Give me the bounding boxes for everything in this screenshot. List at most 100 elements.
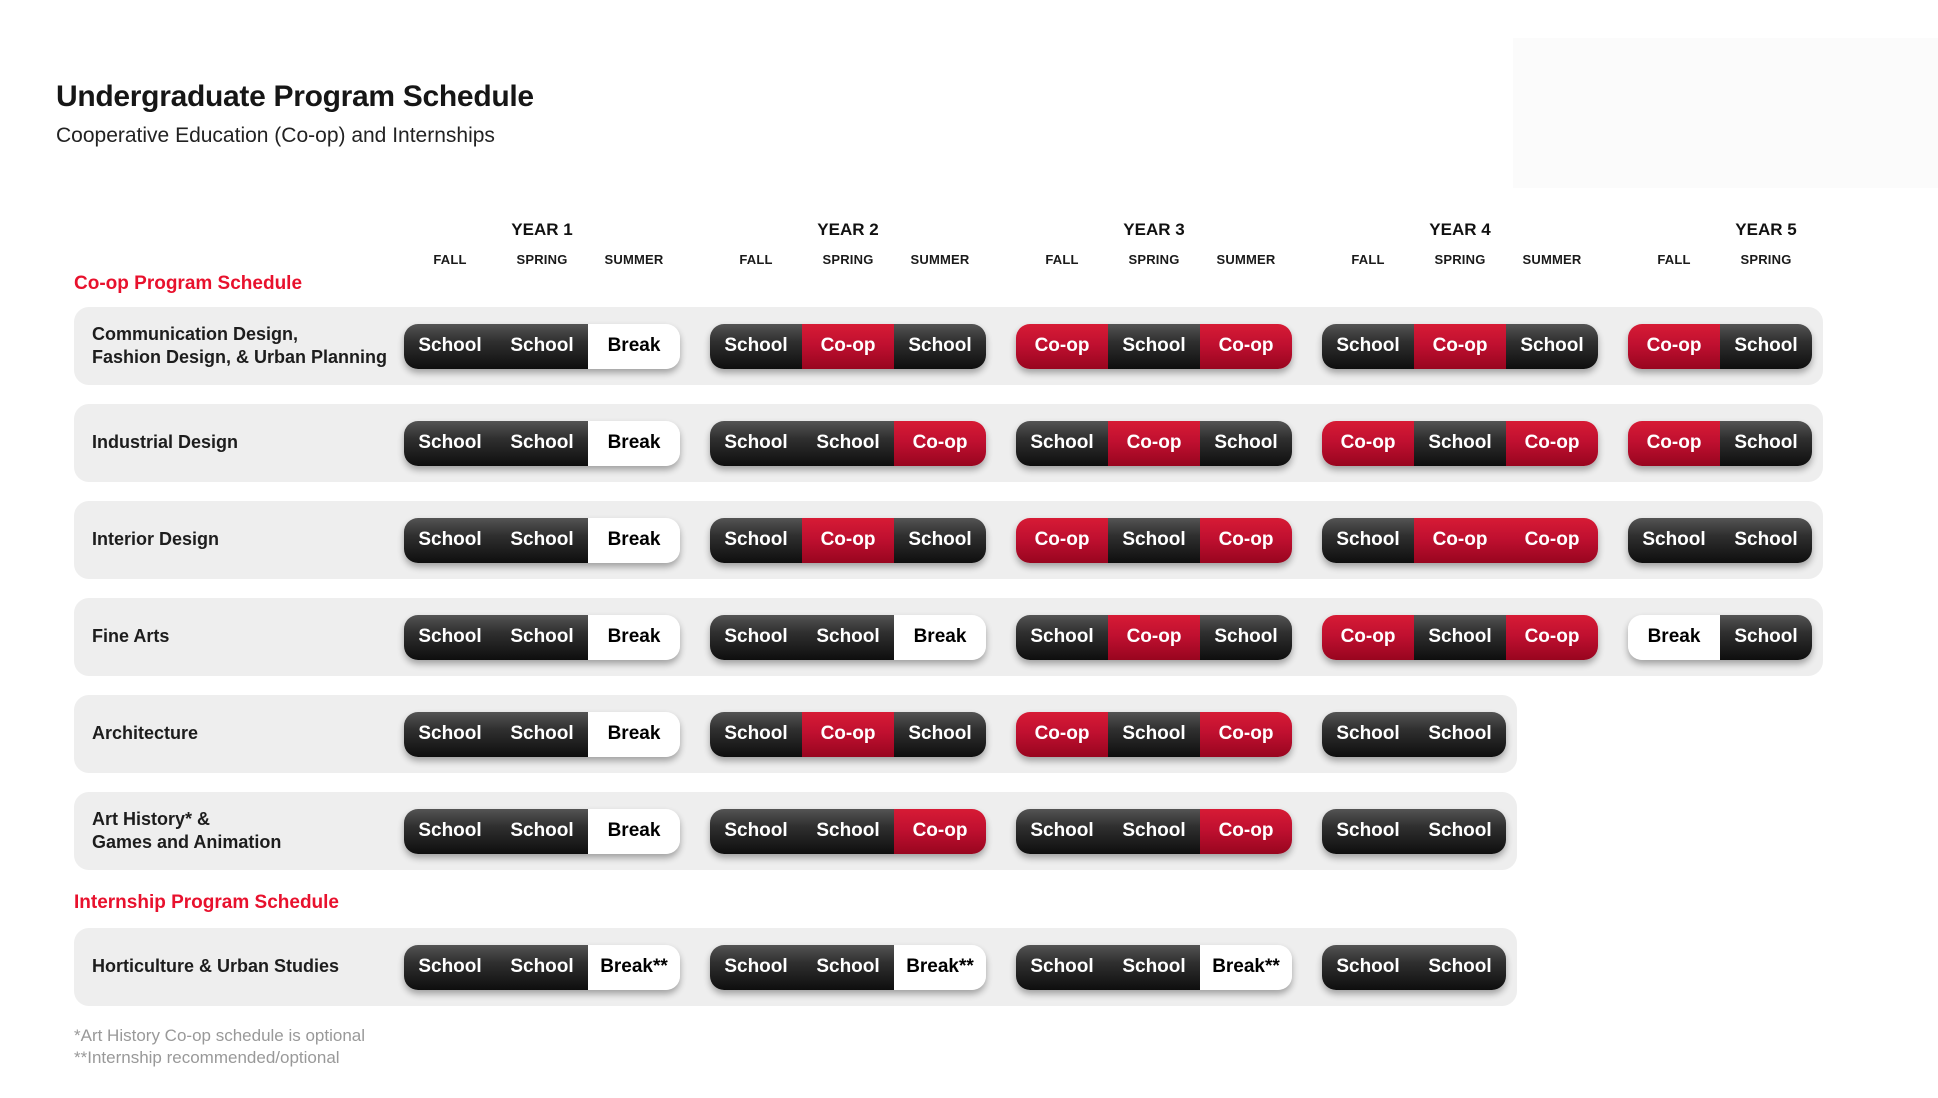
year-group: School School Break [404, 614, 680, 660]
program-name-line: Architecture [92, 723, 199, 744]
semester-pill-school: School [1016, 808, 1108, 854]
year-groups: School School Break School Co-op School Co-op S… [404, 711, 1506, 757]
semester-label: FALL [433, 252, 467, 267]
semester-pill-coop: Co-op [1016, 711, 1108, 757]
semester-pill-school: School [496, 517, 588, 563]
year-title: YEAR 1 [511, 220, 573, 239]
year-title: YEAR 4 [1429, 220, 1491, 239]
semester-pill-school: School [1108, 323, 1200, 369]
year-group: School School Break [404, 323, 680, 369]
year-group: School School Break** [710, 944, 986, 990]
year-title: YEAR 2 [817, 220, 879, 239]
semester-pill-school: School [1720, 420, 1812, 466]
semester-pill-coop: Co-op [1108, 420, 1200, 466]
semester-pill-school: School [710, 711, 802, 757]
program-name: Architecture [74, 722, 404, 745]
program-name-line: Games and Animation [92, 832, 282, 852]
year-group: School School [1628, 517, 1812, 563]
year-group: School School Break [404, 517, 680, 563]
semester-pill-school: School [1200, 420, 1292, 466]
semester-pill-coop: Co-op [1200, 323, 1292, 369]
semester-pill-coop: Co-op [894, 420, 986, 466]
semester-pill-school: School [710, 323, 802, 369]
semester-pill-school: School [404, 711, 496, 757]
semester-label: FALL [1045, 252, 1079, 267]
semester-pill-school: School [496, 944, 588, 990]
semester-pill-school: School [1414, 944, 1506, 990]
semester-pill-school: School [1720, 517, 1812, 563]
footnotes: *Art History Co-op schedule is optional *… [74, 1025, 1823, 1070]
semester-label: SPRING [1434, 252, 1486, 267]
semester-pill-school: School [802, 420, 894, 466]
semester-pill-coop: Co-op [1200, 711, 1292, 757]
semester-pill-school: School [1414, 711, 1506, 757]
semester-labels: FALL SPRING SUMMER [710, 252, 986, 267]
program-row: Interior Design School School Break School Co… [74, 501, 1823, 579]
program-name: Industrial Design [74, 431, 404, 454]
semester-pill-break: Break [588, 323, 680, 369]
semester-pill-school: School [710, 420, 802, 466]
year-group: School School [1322, 711, 1506, 757]
semester-pill-school: School [1108, 808, 1200, 854]
semester-label: SPRING [516, 252, 568, 267]
semester-pill-school: School [1322, 323, 1414, 369]
semester-pill-school: School [894, 517, 986, 563]
semester-pill-coop: Co-op [1628, 420, 1720, 466]
year-group: School School Break [404, 808, 680, 854]
year-group: School School [1322, 808, 1506, 854]
program-row: Art History* & Games and Animation School S… [74, 792, 1517, 870]
semester-labels: FALL SPRING [1628, 252, 1812, 267]
semester-pill-coop: Co-op [802, 517, 894, 563]
semester-pill-school: School [1720, 614, 1812, 660]
semester-pill-coop: Co-op [1414, 517, 1506, 563]
year-group: School Co-op School [1016, 614, 1292, 660]
program-name-line: Fashion Design, & Urban Planning [92, 347, 388, 367]
program-row: Industrial Design School School Break School… [74, 404, 1823, 482]
semester-pill-break: Break [588, 517, 680, 563]
year-column-4: YEAR 4 FALL SPRING SUMMER [1322, 220, 1598, 267]
year-groups: School School Break School School Co-op School… [404, 420, 1812, 466]
year-group: School Co-op Co-op [1322, 517, 1598, 563]
semester-pill-coop: Co-op [1200, 517, 1292, 563]
semester-pill-school: School [404, 614, 496, 660]
semester-pill-coop: Co-op [802, 711, 894, 757]
year-group: School Co-op School [710, 323, 986, 369]
program-name-line: Art History* & [92, 808, 211, 829]
semester-label: SUMMER [1522, 252, 1582, 267]
semester-pill-school: School [1506, 323, 1598, 369]
program-row: Architecture School School Break School Co-op… [74, 695, 1517, 773]
semester-label: SPRING [822, 252, 874, 267]
semester-pill-school: School [404, 420, 496, 466]
year-group: School School Break [710, 614, 986, 660]
semester-pill-school: School [1322, 517, 1414, 563]
year-group: Break School [1628, 614, 1812, 660]
semester-pill-break: Break** [588, 944, 680, 990]
semester-pill-break: Break [1628, 614, 1720, 660]
semester-pill-school: School [404, 517, 496, 563]
semester-label: FALL [739, 252, 773, 267]
semester-pill-coop: Co-op [802, 323, 894, 369]
page-title: Undergraduate Program Schedule [56, 80, 534, 113]
semester-pill-school: School [1322, 944, 1414, 990]
program-name-line: Interior Design [92, 529, 220, 550]
semester-pill-school: School [496, 323, 588, 369]
semester-pill-school: School [1016, 614, 1108, 660]
semester-pill-school: School [404, 944, 496, 990]
semester-pill-break: Break [588, 808, 680, 854]
program-name: Art History* & Games and Animation [74, 808, 404, 855]
year-group: Co-op School [1628, 420, 1812, 466]
semester-pill-school: School [1108, 711, 1200, 757]
year-column-2: YEAR 2 FALL SPRING SUMMER [710, 220, 986, 267]
section-label: Internship Program Schedule [74, 892, 339, 913]
semester-pill-school: School [1322, 808, 1414, 854]
semester-pill-coop: Co-op [1016, 323, 1108, 369]
semester-pill-coop: Co-op [1506, 517, 1598, 563]
year-group: School School Break** [1016, 944, 1292, 990]
semester-label: FALL [1351, 252, 1385, 267]
semester-pill-school: School [1628, 517, 1720, 563]
year-group: School School Co-op [710, 808, 986, 854]
year-groups: School School Break School School Co-op School… [404, 808, 1506, 854]
semester-pill-coop: Co-op [1322, 420, 1414, 466]
year-group: Co-op School Co-op [1016, 323, 1292, 369]
semester-pill-school: School [710, 808, 802, 854]
